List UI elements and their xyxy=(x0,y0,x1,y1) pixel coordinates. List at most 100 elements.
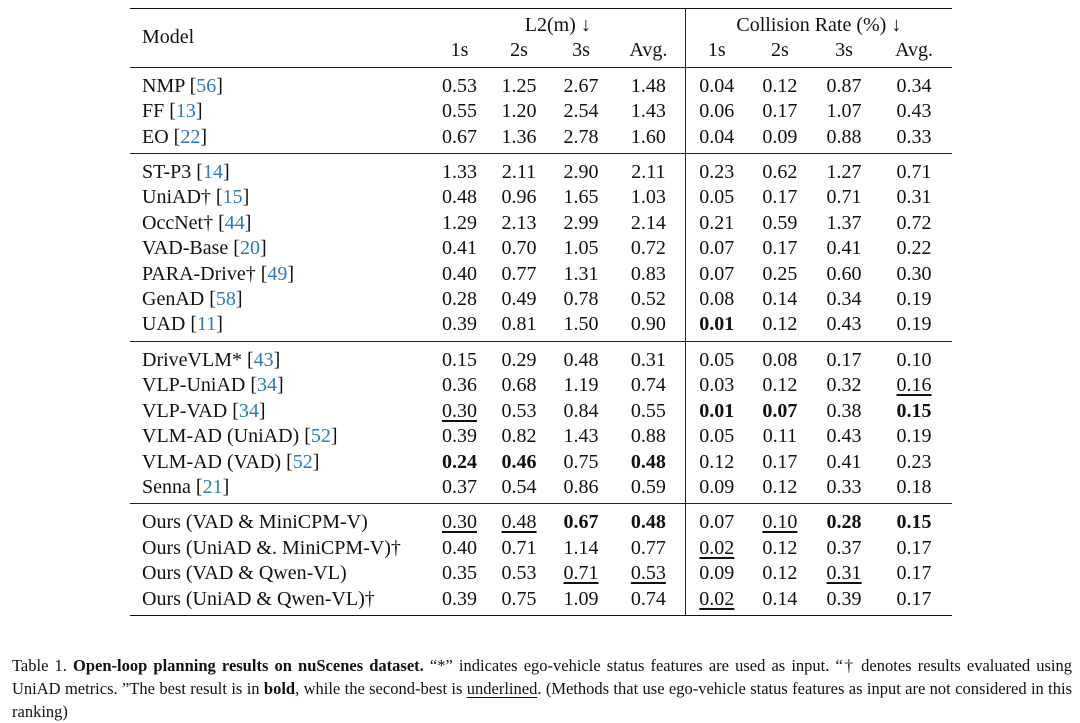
citation-link[interactable]: 44 xyxy=(224,211,245,234)
value-cell: 0.81 xyxy=(488,312,550,341)
value-cell: 0.39 xyxy=(811,586,877,616)
cell-value: 0.04 xyxy=(699,125,735,148)
value-cell: 0.04 xyxy=(685,125,748,154)
citation-link[interactable]: 22 xyxy=(180,125,201,148)
table-row: ST-P3 [14] 1.33 2.11 2.90 2.11 0.23 0.62 1.27 0.… xyxy=(130,153,952,186)
value-cell: 0.83 xyxy=(612,261,686,288)
value-cell: 0.53 xyxy=(430,66,489,100)
value-cell: 0.88 xyxy=(612,424,686,450)
citation-link[interactable]: 43 xyxy=(253,348,274,371)
value-cell: 1.48 xyxy=(612,66,686,100)
value-cell: 0.34 xyxy=(812,287,876,312)
cell-value: 0.48 xyxy=(501,511,537,534)
value-cell: 0.31 xyxy=(812,561,876,586)
citation-link[interactable]: 34 xyxy=(238,399,259,422)
citation-link[interactable]: 58 xyxy=(215,288,236,311)
value-cell: 0.53 xyxy=(612,561,686,587)
value-cell: 0.12 xyxy=(685,450,748,475)
model-name: VLP-UniAD [34] xyxy=(142,374,284,397)
cell-value: 0.53 xyxy=(501,399,537,422)
table-row: UniAD† [15] 0.48 0.96 1.65 1.03 0.05 0.17 0.71 0… xyxy=(130,185,952,211)
model-label: VAD-Base xyxy=(142,237,229,260)
value-cell: 0.41 xyxy=(812,236,876,261)
table-row: Ours (UniAD &. MiniCPM-V)† 0.40 0.71 1.14 0.… xyxy=(130,535,952,562)
model-label: Senna xyxy=(142,475,191,498)
model-label: UniAD† xyxy=(142,186,211,209)
value-cell: 0.74 xyxy=(612,373,686,399)
table-caption: Table 1. Open-loop planning results on n… xyxy=(12,654,1072,723)
cell-value: 0.43 xyxy=(826,425,862,448)
cell-value: 0.53 xyxy=(501,562,537,585)
model-label: VLM-AD (VAD) xyxy=(142,450,282,473)
cell-value: 1.25 xyxy=(501,74,537,97)
value-cell: 0.11 xyxy=(748,424,812,449)
cell-value: 2.11 xyxy=(501,161,537,184)
value-cell: 0.12 xyxy=(747,66,812,100)
value-cell: 0.39 xyxy=(430,586,489,616)
header-l2-1s: 1s xyxy=(450,39,469,62)
value-cell: 1.31 xyxy=(550,262,612,287)
value-cell: 0.24 xyxy=(431,450,488,475)
value-cell: 0.46 xyxy=(488,450,550,475)
table-row: Senna [21] 0.37 0.54 0.86 0.59 0.09 0.12 0.33 0.… xyxy=(130,474,952,504)
cell-value: 0.38 xyxy=(826,399,862,422)
cell-value: 0.77 xyxy=(501,262,537,285)
cell-value: 0.04 xyxy=(699,74,735,97)
citation-link[interactable]: 52 xyxy=(310,425,331,448)
value-cell: 1.27 xyxy=(811,153,877,186)
cell-value: 0.06 xyxy=(699,100,735,123)
value-cell: 2.11 xyxy=(612,153,686,186)
value-cell: 1.36 xyxy=(488,125,550,154)
cell-value: 0.14 xyxy=(762,587,798,610)
cell-value: 0.09 xyxy=(699,475,735,498)
table-row: GenAD [58] 0.28 0.49 0.78 0.52 0.08 0.14 0.34 0.… xyxy=(130,287,952,313)
citation-link[interactable]: 13 xyxy=(175,100,196,123)
value-cell: 0.23 xyxy=(685,153,748,186)
value-cell: 0.77 xyxy=(612,535,686,562)
value-cell: 0.16 xyxy=(876,373,952,398)
cell-value: 0.34 xyxy=(896,74,932,97)
cell-value: 0.90 xyxy=(630,313,666,336)
citation-link[interactable]: 52 xyxy=(292,450,313,473)
value-cell: 0.77 xyxy=(488,262,550,287)
value-cell: 1.60 xyxy=(612,124,686,154)
citation-link[interactable]: 49 xyxy=(267,262,288,285)
cell-value: 0.37 xyxy=(826,536,862,559)
citation-link[interactable]: 11 xyxy=(197,313,217,336)
cell-value: 0.59 xyxy=(762,211,798,234)
value-cell: 0.05 xyxy=(685,185,748,210)
cell-value: 0.62 xyxy=(762,161,798,184)
cell-value: 0.54 xyxy=(501,475,537,498)
cell-value: 0.48 xyxy=(563,348,599,371)
value-cell: 0.59 xyxy=(748,211,812,236)
cell-value: 0.12 xyxy=(762,74,798,97)
value-cell: 0.15 xyxy=(876,399,952,424)
citation-link[interactable]: 14 xyxy=(202,161,223,184)
citation-link[interactable]: 56 xyxy=(196,74,217,97)
model-name: OccNet† [44] xyxy=(142,211,252,234)
cell-value: 0.30 xyxy=(441,399,477,422)
citation-link[interactable]: 21 xyxy=(202,475,223,498)
cell-value: 0.09 xyxy=(699,562,735,585)
cell-value: 0.68 xyxy=(501,374,537,397)
cell-value: 0.55 xyxy=(630,399,666,422)
value-cell: 0.36 xyxy=(431,373,488,398)
citation-link[interactable]: 34 xyxy=(257,374,278,397)
model-name: Ours (VAD & Qwen-VL) xyxy=(130,561,431,586)
citation-link[interactable]: 15 xyxy=(222,186,243,209)
cell-value: 0.19 xyxy=(896,425,932,448)
value-cell: 0.07 xyxy=(685,236,748,261)
cell-value: 0.96 xyxy=(501,186,537,209)
value-cell: 0.07 xyxy=(685,262,748,287)
table-row: Ours (VAD & MiniCPM-V) 0.30 0.48 0.67 0.48 0.… xyxy=(130,503,952,536)
cell-value: 0.59 xyxy=(630,475,666,498)
value-cell: 0.10 xyxy=(747,503,812,536)
value-cell: 0.08 xyxy=(747,340,812,374)
model-label: EO xyxy=(142,125,169,148)
cell-value: 2.67 xyxy=(563,74,599,97)
value-cell: 0.17 xyxy=(748,99,812,124)
cell-value: 0.17 xyxy=(896,562,932,585)
cell-value: 0.33 xyxy=(826,475,862,498)
table-row: Ours (UniAD & Qwen-VL)† 0.39 0.75 1.09 0.74 0… xyxy=(130,586,952,616)
citation-link[interactable]: 20 xyxy=(239,237,260,260)
